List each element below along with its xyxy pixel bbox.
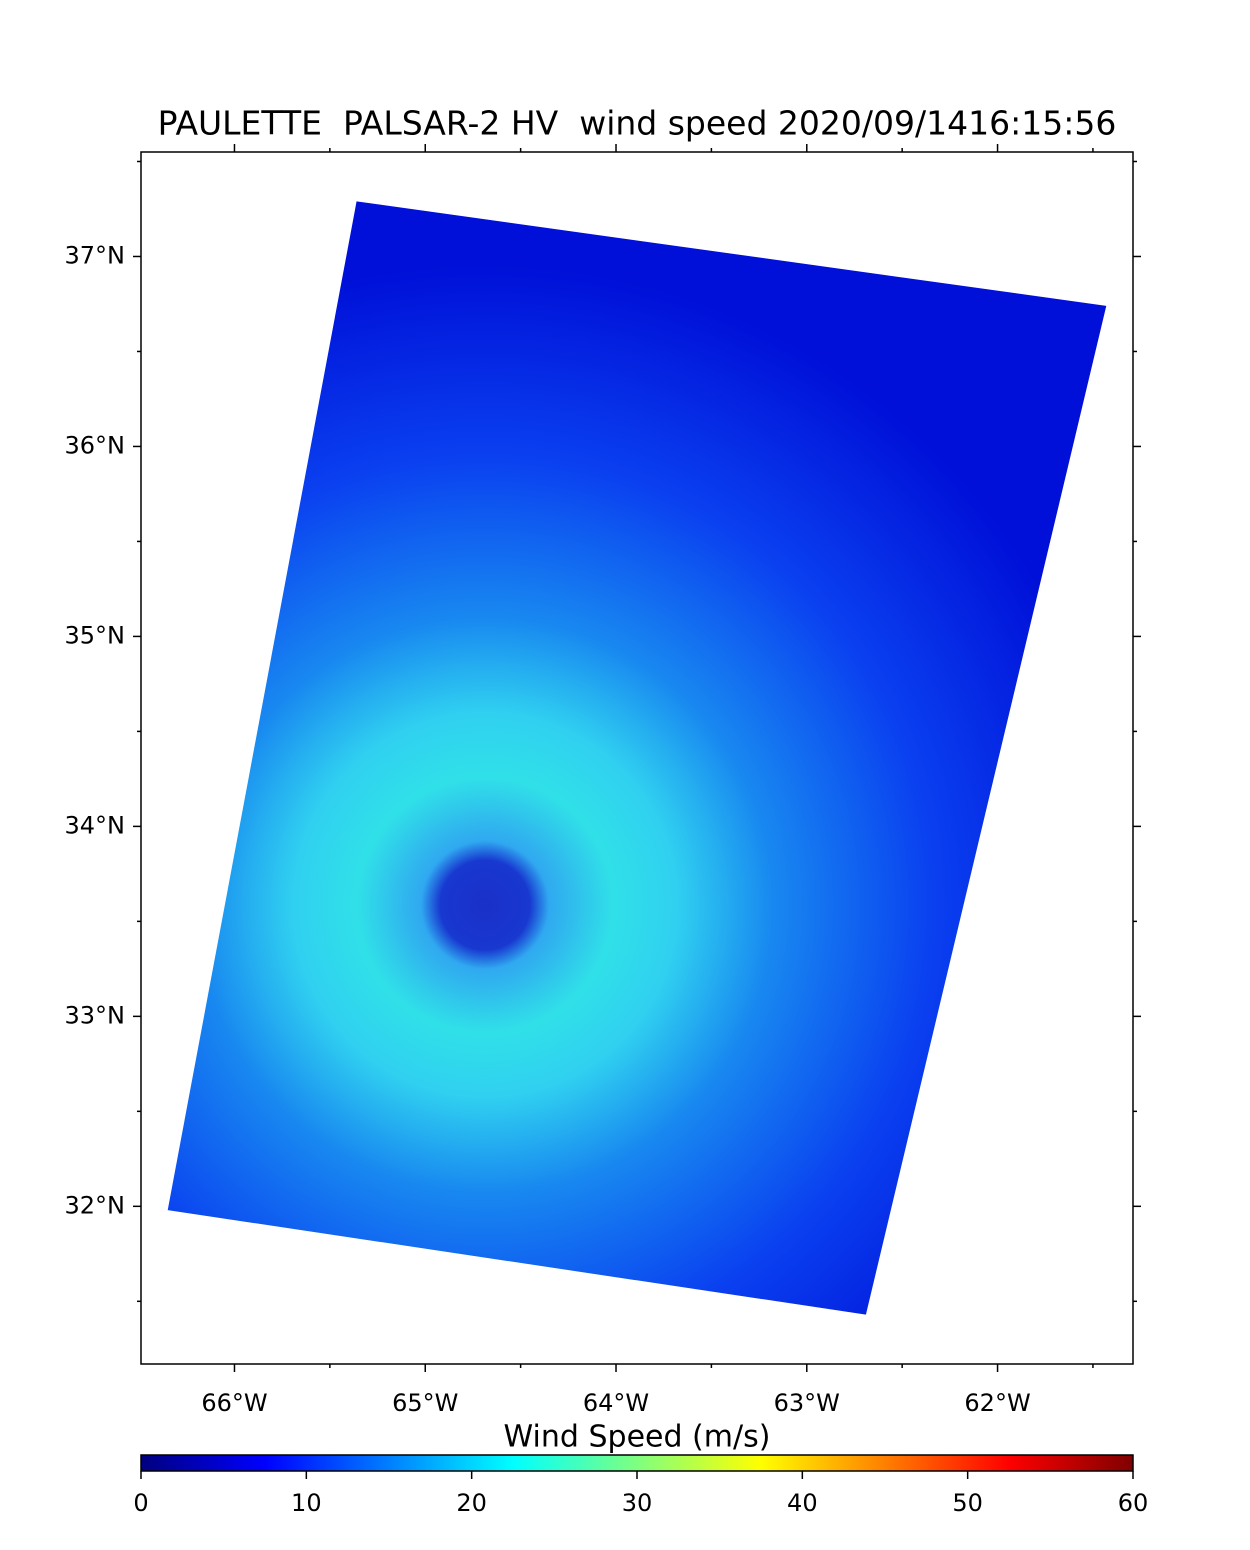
plot-frame xyxy=(140,151,1134,1365)
colorbar-tick-label: 20 xyxy=(456,1489,487,1517)
colorbar xyxy=(140,1454,1134,1472)
y-tick-label: 34°N xyxy=(65,811,126,839)
y-tick-label: 36°N xyxy=(65,431,126,459)
colorbar-tick-label: 40 xyxy=(787,1489,818,1517)
colorbar-tick-label: 30 xyxy=(622,1489,653,1517)
y-tick-label: 37°N xyxy=(65,241,126,269)
chart-title: PAULETTE PALSAR-2 HV wind speed 2020/09/… xyxy=(158,104,1117,143)
x-tick-label: 66°W xyxy=(201,1389,267,1417)
x-tick-label: 63°W xyxy=(774,1389,840,1417)
colorbar-label: Wind Speed (m/s) xyxy=(504,1420,771,1455)
colorbar-tick-label: 50 xyxy=(952,1489,983,1517)
x-tick-label: 64°W xyxy=(583,1389,649,1417)
swath-footprint xyxy=(167,201,1107,1315)
colorbar-tick-label: 60 xyxy=(1118,1489,1149,1517)
y-tick-label: 35°N xyxy=(65,621,126,649)
colorbar-tick-label: 0 xyxy=(133,1489,148,1517)
y-tick-label: 32°N xyxy=(65,1191,126,1219)
x-tick-label: 62°W xyxy=(964,1389,1030,1417)
map-area xyxy=(167,201,1107,1315)
colorbar-tick-label: 10 xyxy=(291,1489,322,1517)
x-tick-label: 65°W xyxy=(392,1389,458,1417)
y-tick-label: 33°N xyxy=(65,1001,126,1029)
